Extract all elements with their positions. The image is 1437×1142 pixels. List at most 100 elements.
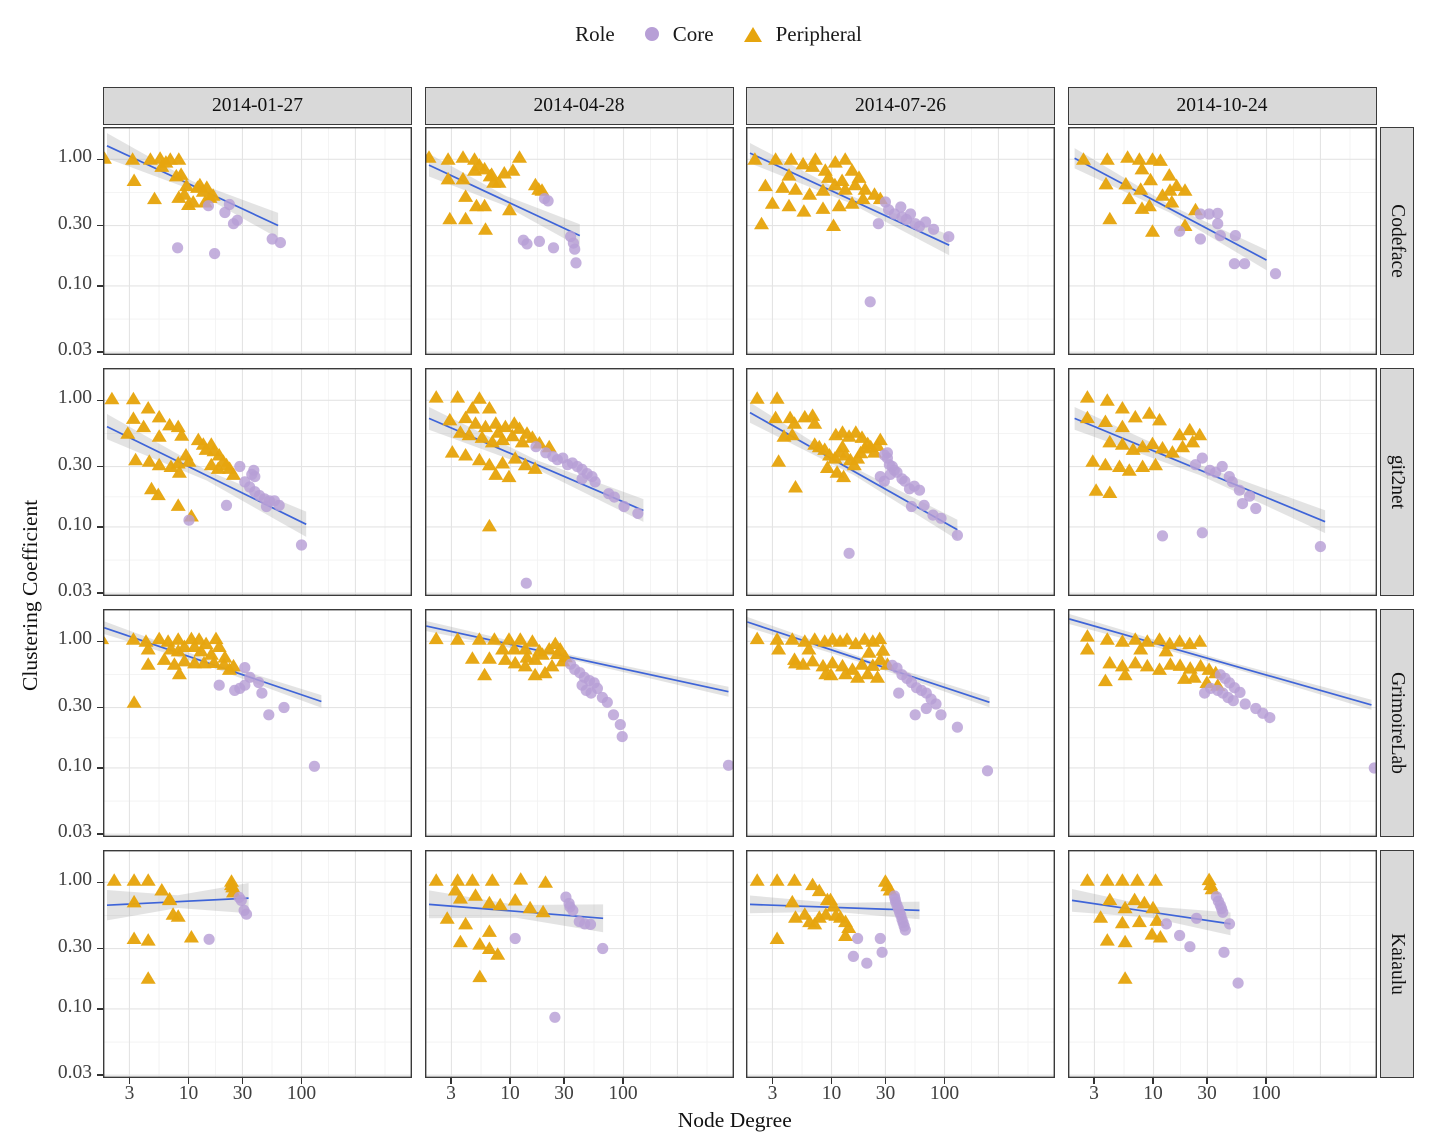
y-tick-label: 0.10 [57,995,92,1017]
x-tick-mark [241,1078,244,1084]
y-tick-mark [97,465,103,468]
y-tick-mark [97,285,103,287]
x-tick-label: 30 [875,1083,896,1104]
panel-GrimoireLab-2014-04-28 [424,609,734,837]
y-tick-label: 0.03 [57,821,92,843]
x-tick-mark [622,1078,624,1084]
y-tick-mark [97,158,103,161]
panel-Kaiaulu-2014-04-28 [424,850,734,1078]
x-tick-label: 3 [1089,1083,1099,1104]
x-tick-label: 10 [178,1083,199,1104]
facet-strip-col-2014-01-27: 2014-01-27 [103,87,412,125]
facet-strip-col-2014-04-28: 2014-04-28 [424,87,734,125]
x-tick-label: 100 [929,1083,960,1104]
panel-Codeface-2014-07-26 [746,127,1055,355]
facet-strip-col-2014-10-24: 2014-10-24 [1067,87,1377,125]
legend-key-core: Core [644,21,714,47]
y-tick-mark [97,399,103,402]
y-tick-label: 1.00 [57,628,92,650]
panel-git2net-2014-04-28 [424,368,734,596]
facet-strip-row-Kaiaulu: Kaiaulu [1380,850,1414,1078]
facet-strip-col-2014-07-26: 2014-07-26 [746,87,1055,125]
y-tick-label: 0.03 [57,580,92,602]
x-tick-mark [771,1078,774,1084]
legend-key-peripheral: Peripheral [743,21,862,47]
y-tick-label: 0.30 [57,453,92,475]
legend: Role Core Peripheral [0,12,1437,56]
facet-strip-row-Codeface: Codeface [1380,127,1414,355]
y-tick-label: 0.30 [57,694,92,716]
x-tick-mark [1093,1078,1095,1084]
legend-title: Role [575,21,615,46]
y-tick-label: 1.00 [57,387,92,409]
y-tick-mark [97,767,103,769]
panel-GrimoireLab-2014-01-27 [103,609,412,837]
panel-Codeface-2014-10-24 [1067,127,1377,355]
y-tick-mark [97,881,103,884]
y-tick-label: 0.10 [57,272,92,294]
y-tick-mark [97,224,103,227]
x-tick-mark [1152,1078,1154,1084]
panel-git2net-2014-10-24 [1067,368,1377,596]
x-tick-label: 30 [1197,1083,1217,1104]
facet-strip-row-label: GrimoireLab [1387,672,1409,774]
x-tick-mark [1206,1078,1208,1084]
x-tick-mark [1265,1078,1267,1084]
y-tick-mark [97,351,103,353]
y-tick-label: 1.00 [57,146,92,168]
x-tick-label: 100 [286,1083,317,1104]
x-tick-mark [128,1078,131,1084]
x-tick-label: 3 [446,1083,456,1104]
x-tick-mark [300,1078,303,1084]
y-tick-label: 0.03 [57,339,92,361]
x-tick-mark [830,1078,833,1084]
legend-core-label: Core [672,21,714,46]
x-tick-mark [509,1078,511,1084]
panel-Kaiaulu-2014-10-24 [1067,850,1377,1078]
y-tick-mark [97,1008,103,1010]
y-tick-label: 0.10 [57,754,92,776]
x-tick-label: 10 [1143,1083,1163,1104]
y-tick-mark [97,526,103,528]
x-tick-label: 10 [500,1083,520,1104]
x-tick-label: 30 [554,1083,574,1104]
y-tick-mark [97,640,103,643]
y-tick-mark [97,1074,103,1076]
x-tick-label: 100 [1251,1083,1281,1104]
panel-Kaiaulu-2014-07-26 [746,850,1055,1078]
facet-strip-row-label: Codeface [1387,204,1408,278]
panel-GrimoireLab-2014-07-26 [746,609,1055,837]
facet-strip-row-label: Kaiaulu [1387,933,1409,995]
panel-git2net-2014-07-26 [746,368,1055,596]
x-tick-mark [884,1078,887,1084]
x-tick-mark [563,1078,565,1084]
x-axis-title: Node Degree [677,1108,792,1132]
x-tick-label: 10 [821,1083,842,1104]
facet-strip-row-GrimoireLab: GrimoireLab [1380,609,1414,837]
facet-strip-row-git2net: git2net [1380,368,1414,596]
peripheral-marker-icon [743,26,762,42]
panel-GrimoireLab-2014-10-24 [1067,609,1377,837]
x-tick-mark [943,1078,946,1084]
x-tick-label: 30 [232,1083,253,1104]
y-tick-mark [97,706,103,709]
y-tick-label: 0.10 [57,513,92,535]
x-tick-label: 3 [767,1083,778,1104]
y-tick-label: 0.30 [57,935,92,957]
x-tick-label: 100 [608,1083,638,1104]
y-tick-mark [97,833,103,835]
core-marker-icon [644,27,659,41]
panel-Kaiaulu-2014-01-27 [103,850,412,1078]
panel-git2net-2014-01-27 [103,368,412,596]
x-tick-mark [450,1078,452,1084]
legend-peripheral-label: Peripheral [775,21,862,46]
y-tick-label: 1.00 [57,869,92,891]
x-tick-mark [187,1078,190,1084]
panel-Codeface-2014-01-27 [103,127,412,355]
y-tick-label: 0.30 [57,212,92,234]
y-tick-mark [97,592,103,594]
panel-Codeface-2014-04-28 [424,127,734,355]
facet-strip-row-label: git2net [1387,454,1409,510]
y-tick-label: 0.03 [57,1062,92,1084]
